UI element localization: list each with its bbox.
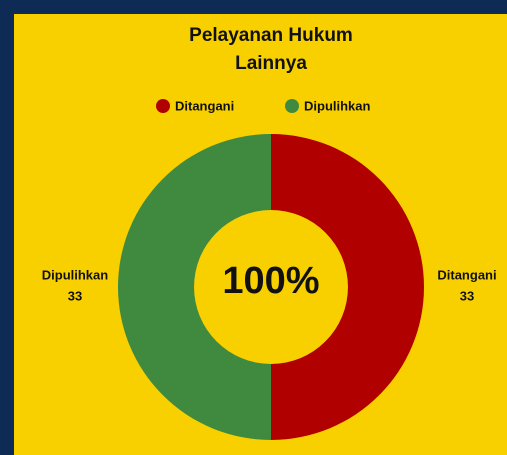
slice-value: 33 [460,288,474,303]
slice-value: 33 [68,288,82,303]
legend-label: Dipulihkan [304,98,371,113]
slice-label: Ditangani [437,267,496,282]
center-label: 100% [222,260,319,302]
legend-swatch [156,99,170,113]
chart-title: Pelayanan Hukum Lainnya [189,25,353,74]
pie-slice [118,134,271,440]
legend-label: Ditangani [175,98,234,113]
slice-label: Dipulihkan [42,267,109,282]
pie-slice [271,134,424,440]
legend-swatch [285,99,299,113]
